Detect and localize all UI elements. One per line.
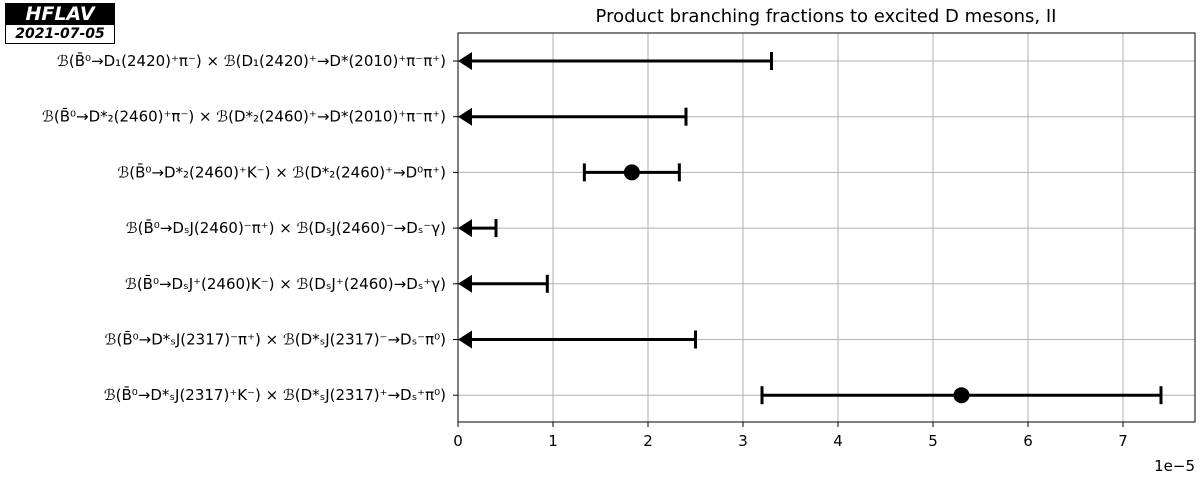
- chart-title: Product branching fractions to excited D…: [596, 6, 1057, 27]
- limit-arrow: [458, 107, 472, 126]
- limit-arrow: [458, 52, 472, 70]
- x-tick-label: 2: [643, 432, 653, 450]
- grid-layer: [457, 33, 1195, 422]
- x-tick-label: 5: [928, 432, 938, 450]
- x-tick-label: 0: [453, 432, 463, 450]
- hflav-badge: HFLAV 2021-07-05: [5, 3, 115, 44]
- x-multiplier: 1e−5: [1154, 457, 1195, 475]
- row-label: ℬ(B̄⁰→DₛJ(2460)⁻π⁺) × ℬ(DₛJ(2460)⁻→Dₛ⁻γ): [126, 218, 446, 237]
- x-tick-label: 3: [738, 432, 748, 450]
- limit-arrow: [458, 330, 472, 349]
- x-tick-label: 7: [1118, 432, 1128, 450]
- x-tick-label: 4: [833, 432, 843, 450]
- plot-frame: [457, 32, 1196, 423]
- data-point: [953, 387, 970, 404]
- badge-name: HFLAV: [5, 3, 115, 25]
- badge-date: 2021-07-05: [5, 25, 115, 44]
- marks-layer: [458, 52, 1163, 405]
- data-point: [623, 164, 640, 181]
- row-label: ℬ(B̄⁰→D*₂(2460)⁺π⁻) × ℬ(D*₂(2460)⁺→D*(20…: [42, 107, 446, 126]
- limit-arrow: [458, 219, 472, 238]
- row-label: ℬ(B̄⁰→D*ₛJ(2317)⁺K⁻) × ℬ(D*ₛJ(2317)⁺→Dₛ⁺…: [104, 385, 446, 404]
- row-label: ℬ(B̄⁰→D*ₛJ(2317)⁻π⁺) × ℬ(D*ₛJ(2317)⁻→Dₛ⁻…: [105, 330, 446, 349]
- row-label: ℬ(B̄⁰→D₁(2420)⁺π⁻) × ℬ(D₁(2420)⁺→D*(2010…: [57, 51, 446, 70]
- x-tick-label: 6: [1023, 432, 1033, 450]
- x-tick-label: 1: [548, 432, 558, 450]
- limit-arrow: [458, 274, 472, 293]
- labels-layer: ℬ(B̄⁰→D₁(2420)⁺π⁻) × ℬ(D₁(2420)⁺→D*(2010…: [42, 51, 446, 404]
- x-ticks: 0 1 2 3 4 5 6 7: [453, 60, 1128, 450]
- row-label: ℬ(B̄⁰→DₛJ⁺(2460)K⁻) × ℬ(DₛJ⁺(2460)→Dₛ⁺γ): [125, 274, 446, 293]
- row-label: ℬ(B̄⁰→D*₂(2460)⁺K⁻) × ℬ(D*₂(2460)⁺→D⁰π⁺): [117, 163, 446, 182]
